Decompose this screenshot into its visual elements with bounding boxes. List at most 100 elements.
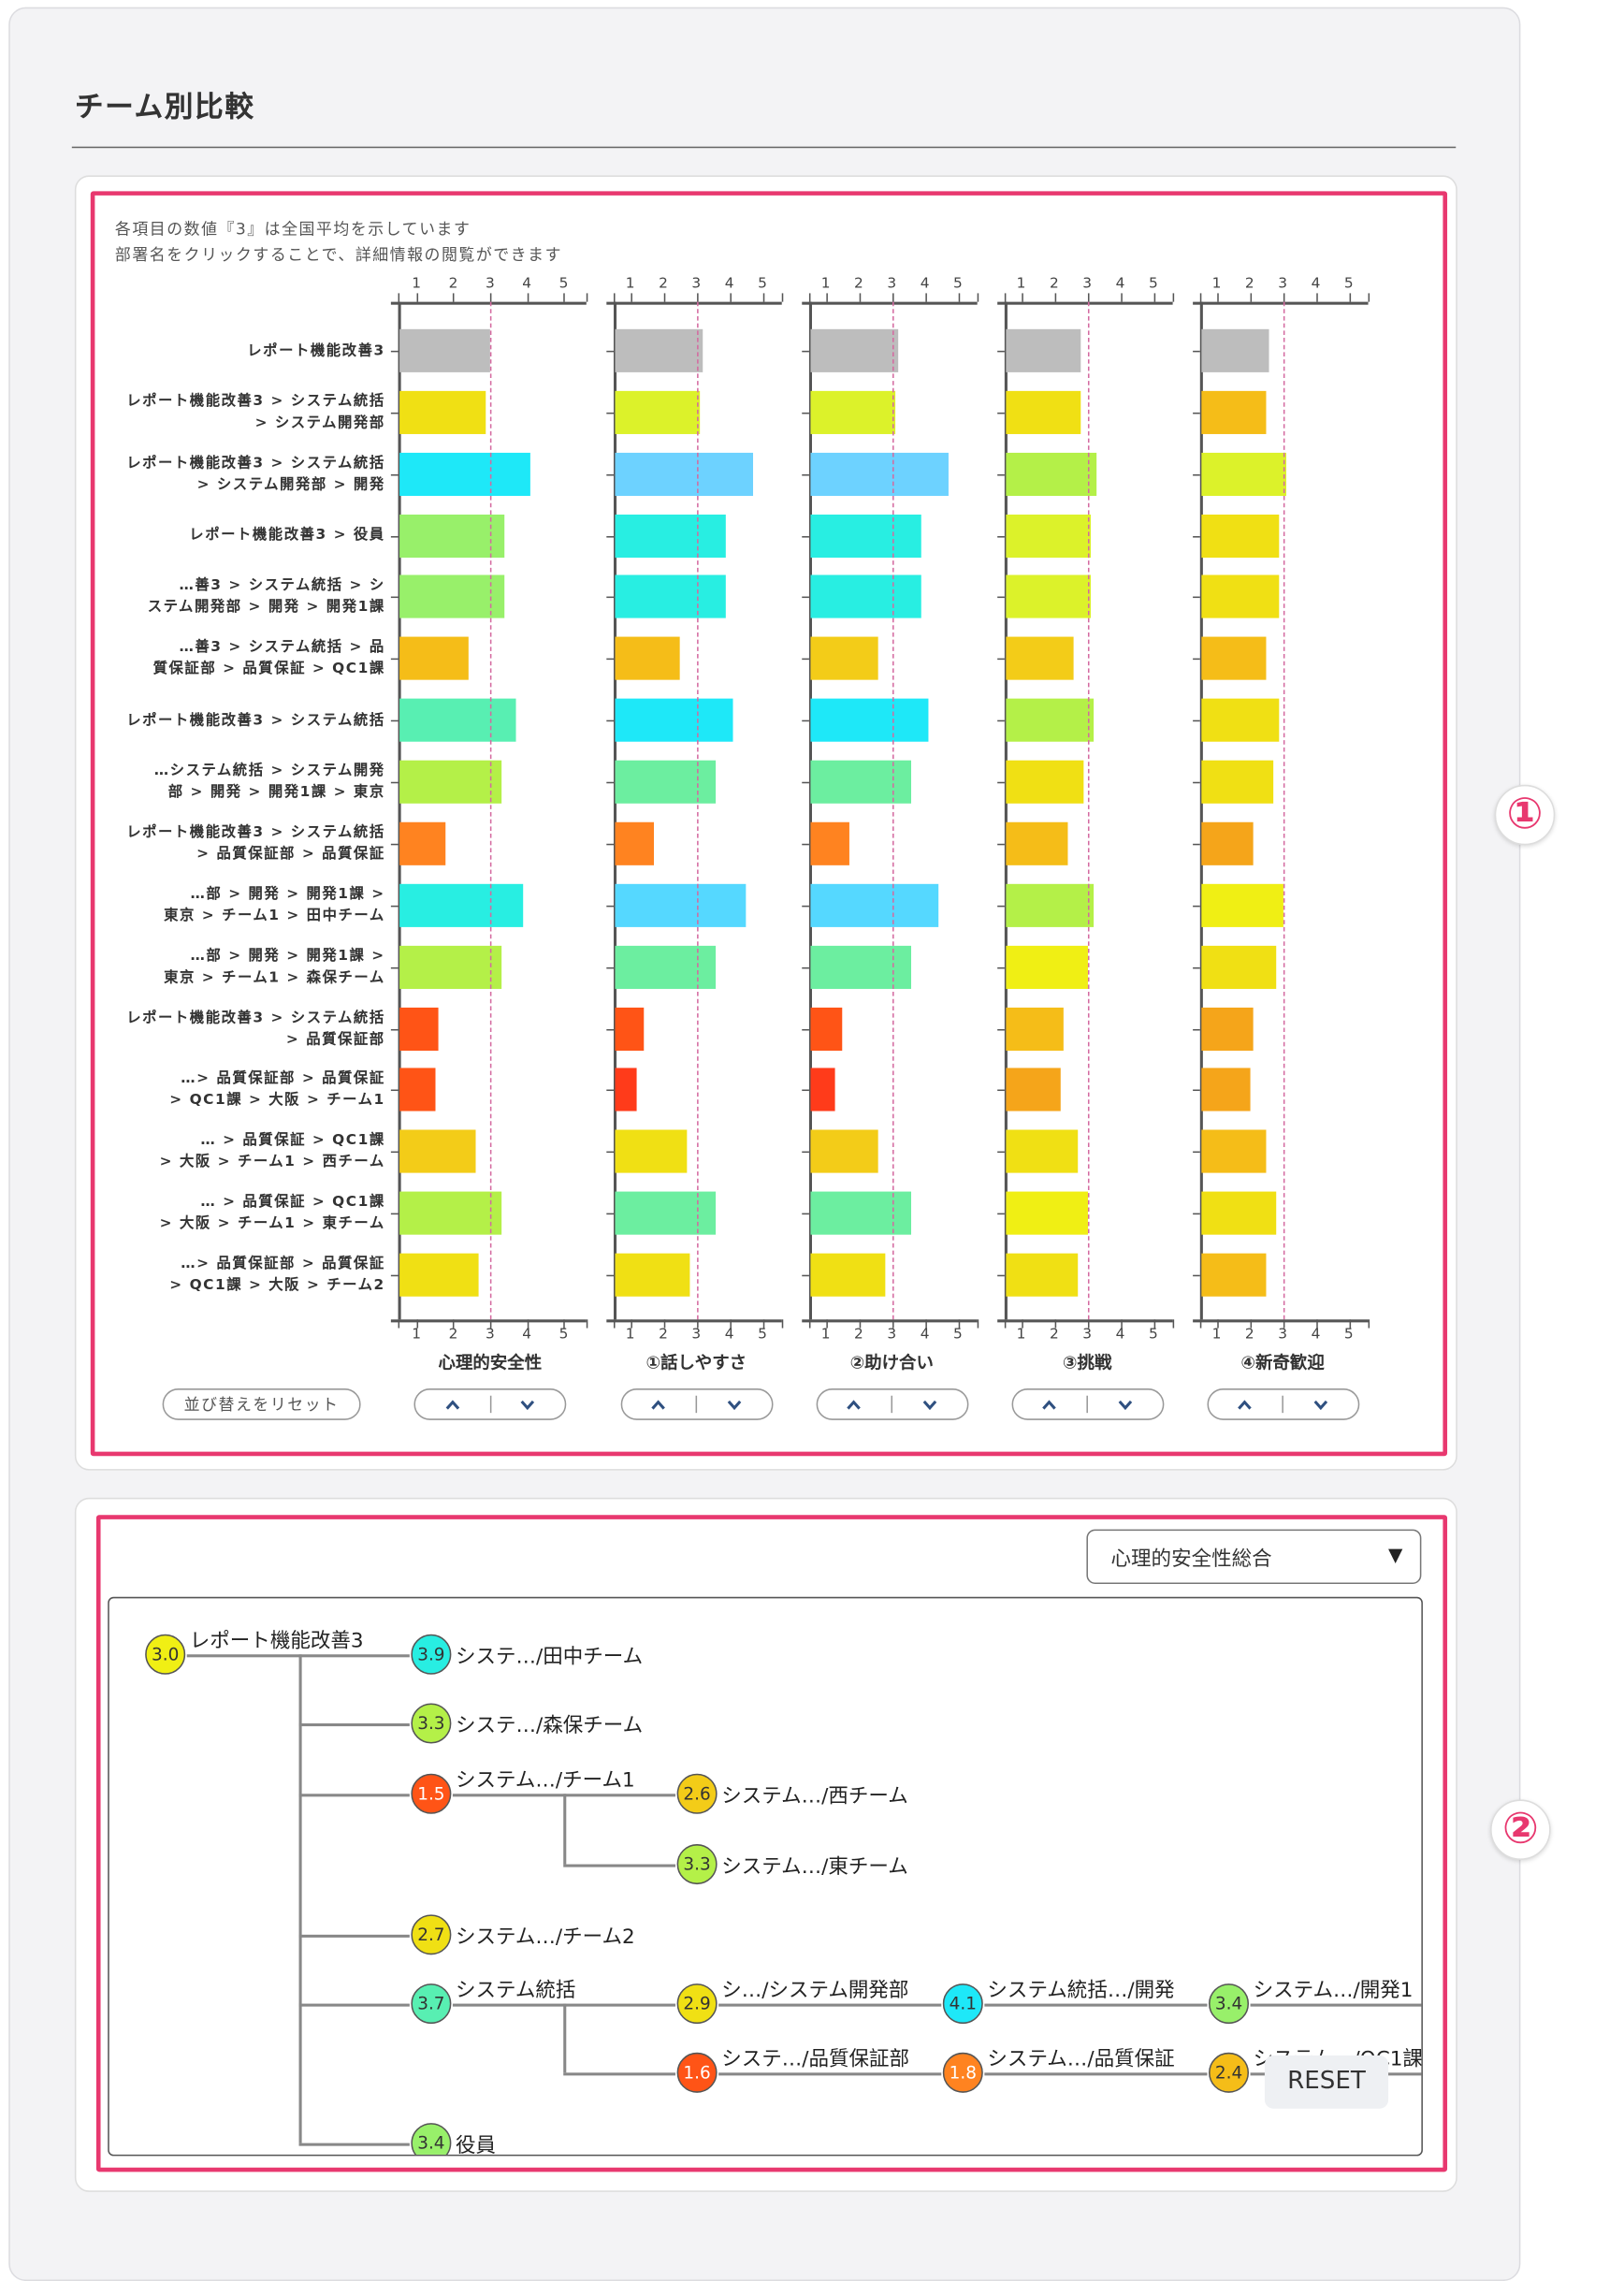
bar[interactable]	[810, 821, 849, 865]
bar[interactable]	[1201, 328, 1269, 372]
bar[interactable]	[810, 1253, 886, 1297]
tree-node[interactable]: 3.0	[145, 1634, 186, 1675]
bar[interactable]	[615, 390, 700, 434]
row-label[interactable]: …システム統括 > システム開発 部 > 開発 > 開発1課 > 東京	[153, 763, 385, 801]
bar[interactable]	[615, 883, 747, 927]
bar[interactable]	[615, 945, 717, 989]
bar[interactable]	[1006, 1191, 1088, 1235]
bar[interactable]	[615, 328, 703, 372]
sort-ascending-button[interactable]	[621, 1390, 695, 1419]
bar[interactable]	[1201, 698, 1280, 743]
bar[interactable]	[1201, 390, 1267, 434]
sort-descending-button[interactable]	[491, 1390, 565, 1419]
tree-reset-button[interactable]: RESET	[1264, 2055, 1389, 2109]
bar[interactable]	[1006, 1007, 1065, 1051]
tree-node-label[interactable]: システム…/開発1	[1253, 1979, 1414, 2003]
bar[interactable]	[615, 1191, 717, 1235]
bar[interactable]	[810, 698, 929, 743]
tree-node[interactable]: 2.6	[676, 1773, 718, 1814]
bar[interactable]	[1006, 637, 1075, 681]
row-label[interactable]: …部 > 開発 > 開発1課 > 東京 > チーム1 > 田中チーム	[164, 886, 385, 924]
row-label[interactable]: …部 > 開発 > 開発1課 > 東京 > チーム1 > 森保チーム	[164, 948, 385, 986]
tree-node-label[interactable]: システ…/田中チーム	[456, 1646, 644, 1669]
tree-node-label[interactable]: レポート機能改善3	[189, 1630, 364, 1653]
sort-ascending-button[interactable]	[1012, 1390, 1086, 1419]
sort-ascending-button[interactable]	[415, 1390, 489, 1419]
bar[interactable]	[1201, 821, 1254, 865]
bar[interactable]	[1006, 821, 1067, 865]
row-label[interactable]: レポート機能改善3 > システム統括	[126, 712, 385, 729]
bar[interactable]	[399, 1068, 435, 1112]
bar[interactable]	[615, 760, 717, 804]
bar[interactable]	[810, 945, 912, 989]
bar[interactable]	[1201, 452, 1286, 496]
row-label[interactable]: レポート機能改善3 > 役員	[189, 527, 385, 544]
reset-sort-button[interactable]: 並び替えをリセット	[162, 1388, 361, 1420]
bar[interactable]	[1201, 883, 1283, 927]
tree-node[interactable]: 3.4	[1209, 1983, 1250, 2025]
row-label[interactable]: …> 品質保証部 > 品質保証 > QC1課 > 大阪 > チーム1	[169, 1071, 385, 1110]
org-tree[interactable]: 3.0 レポート機能改善3 3.9 システ…/田中チーム 3.3 システ…/森保チーム 1.…	[108, 1596, 1423, 2157]
bar[interactable]	[399, 1191, 501, 1235]
bar[interactable]	[810, 328, 899, 372]
bar[interactable]	[1006, 514, 1091, 558]
row-label[interactable]: レポート機能改善3 > システム統括 > 品質保証部 > 品質保証	[126, 824, 385, 863]
row-label[interactable]: … > 品質保証 > QC1課 > 大阪 > チーム1 > 西チーム	[159, 1133, 385, 1170]
bar[interactable]	[1006, 698, 1095, 743]
tree-node-label[interactable]: システム…/チーム1	[456, 1769, 635, 1793]
tree-node[interactable]: 2.7	[411, 1914, 452, 1955]
bar[interactable]	[399, 514, 505, 558]
bar[interactable]	[615, 514, 727, 558]
tree-node[interactable]: 3.3	[411, 1703, 452, 1744]
sort-descending-button[interactable]	[1088, 1390, 1162, 1419]
tree-node-label[interactable]: システム統括	[456, 1979, 576, 2003]
bar[interactable]	[399, 883, 524, 927]
bar[interactable]	[1201, 1007, 1254, 1051]
bar[interactable]	[615, 637, 680, 681]
tree-node-label[interactable]: システム…/西チーム	[721, 1785, 908, 1809]
bar[interactable]	[1006, 575, 1091, 619]
bar[interactable]	[615, 452, 753, 496]
bar[interactable]	[1201, 575, 1280, 619]
bar[interactable]	[615, 1068, 637, 1112]
bar[interactable]	[810, 514, 922, 558]
tree-node-label[interactable]: システ…/森保チーム	[456, 1714, 644, 1738]
row-label[interactable]: …> 品質保証部 > 品質保証 > QC1課 > 大阪 > チーム2	[169, 1256, 385, 1294]
bar[interactable]	[399, 452, 531, 496]
bar[interactable]	[1006, 760, 1084, 804]
sort-ascending-button[interactable]	[1208, 1390, 1282, 1419]
bar[interactable]	[1201, 1253, 1267, 1297]
bar[interactable]	[399, 698, 516, 743]
bar[interactable]	[1006, 1253, 1078, 1297]
row-label[interactable]: レポート機能改善3 > システム統括 > 品質保証部	[126, 1010, 385, 1048]
tree-node[interactable]: 4.1	[942, 1983, 983, 2025]
bar[interactable]	[399, 760, 501, 804]
row-label[interactable]: レポート機能改善3	[247, 342, 385, 359]
bar[interactable]	[1201, 1129, 1267, 1174]
row-label[interactable]: レポート機能改善3 > システム統括 > システム開発部	[126, 393, 385, 431]
bar[interactable]	[1201, 1191, 1277, 1235]
bar[interactable]	[615, 1007, 644, 1051]
tree-node-label[interactable]: システム統括…/開発	[987, 1979, 1175, 2003]
sort-descending-button[interactable]	[1283, 1390, 1357, 1419]
tree-node-label[interactable]: システム…/東チーム	[721, 1855, 908, 1879]
tree-node[interactable]: 3.4	[411, 2123, 452, 2155]
bar[interactable]	[810, 1068, 836, 1112]
bar[interactable]	[810, 1191, 912, 1235]
sort-descending-button[interactable]	[697, 1390, 771, 1419]
bar[interactable]	[1201, 637, 1267, 681]
bar[interactable]	[1006, 883, 1095, 927]
bar[interactable]	[615, 1253, 690, 1297]
bar[interactable]	[615, 575, 727, 619]
bar[interactable]	[399, 821, 446, 865]
bar[interactable]	[615, 1129, 687, 1174]
tree-node[interactable]: 3.3	[676, 1844, 718, 1885]
bar[interactable]	[1006, 452, 1097, 496]
bar[interactable]	[1201, 760, 1273, 804]
metric-select[interactable]: 心理的安全性総合 ▼	[1086, 1529, 1422, 1584]
bar[interactable]	[1201, 1068, 1250, 1112]
tree-node-label[interactable]: 役員	[456, 2134, 497, 2157]
bar[interactable]	[399, 945, 501, 989]
bar[interactable]	[1201, 514, 1280, 558]
bar[interactable]	[399, 637, 469, 681]
